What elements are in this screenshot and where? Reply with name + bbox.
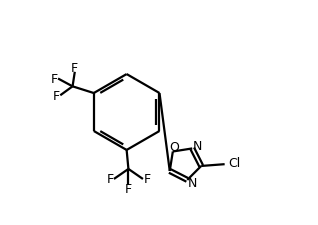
Text: F: F — [143, 173, 150, 186]
Text: F: F — [106, 173, 114, 186]
Text: F: F — [51, 73, 58, 86]
Text: N: N — [188, 176, 197, 189]
Text: F: F — [125, 182, 132, 195]
Text: N: N — [192, 140, 202, 153]
Text: F: F — [53, 89, 60, 102]
Text: Cl: Cl — [229, 156, 241, 169]
Text: O: O — [169, 140, 179, 153]
Text: F: F — [71, 62, 78, 75]
